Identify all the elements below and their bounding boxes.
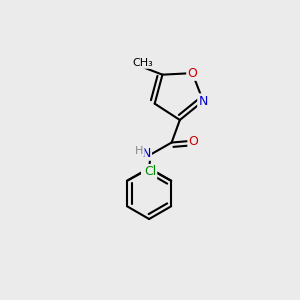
Text: O: O — [189, 134, 199, 148]
Text: O: O — [188, 67, 197, 80]
Text: Cl: Cl — [144, 165, 156, 178]
Text: N: N — [141, 146, 151, 160]
Text: CH₃: CH₃ — [133, 58, 153, 68]
Text: N: N — [198, 94, 208, 108]
Text: Cl: Cl — [142, 165, 154, 178]
Text: H: H — [135, 146, 143, 156]
